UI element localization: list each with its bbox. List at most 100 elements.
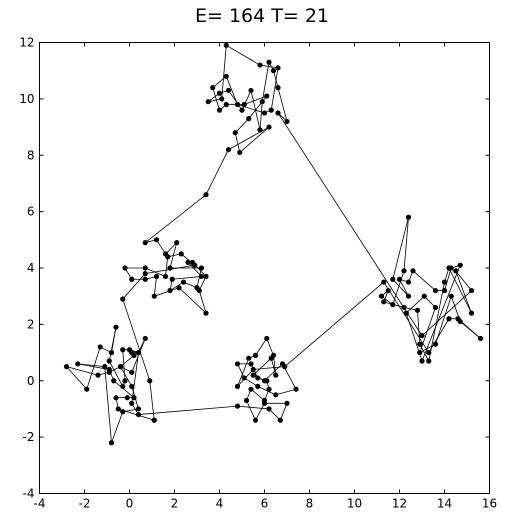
tour-edge [178, 287, 207, 314]
city-point [378, 293, 385, 299]
city-point [239, 107, 245, 113]
city-point [284, 118, 290, 125]
tour-edge [392, 279, 409, 297]
tour-edge [259, 101, 263, 130]
y-tick-label: 12 [19, 36, 34, 50]
tour-edge [225, 76, 238, 105]
city-point [75, 361, 81, 367]
tour-edge [268, 408, 281, 421]
city-point [417, 341, 423, 347]
tour-edge [444, 267, 452, 291]
city-point [264, 93, 270, 99]
tour-edge [259, 64, 279, 69]
y-tick-label: 10 [19, 92, 34, 106]
y-tick-label: 8 [27, 148, 35, 162]
city-point [261, 378, 268, 384]
city-point [457, 318, 463, 325]
city-point [176, 285, 182, 291]
city-point [250, 372, 256, 378]
city-point [255, 375, 261, 381]
city-point [405, 214, 412, 220]
city-point [135, 411, 142, 418]
tour-edge [113, 380, 135, 398]
city-point [432, 304, 439, 311]
tour-edge [237, 358, 250, 387]
city-point [432, 287, 439, 294]
city-point [203, 310, 209, 316]
city-point [468, 287, 475, 294]
city-point [293, 386, 299, 392]
tour-edge [244, 377, 258, 387]
city-point [273, 392, 279, 398]
city-point [275, 65, 281, 71]
tour-edge [187, 262, 202, 277]
tour-edges [66, 44, 481, 443]
city-point [237, 149, 243, 156]
tour-edge [255, 403, 265, 421]
city-point [234, 101, 241, 108]
city-point [108, 440, 115, 446]
tour-edge [237, 104, 265, 114]
city-point [468, 310, 475, 316]
x-tick-label: -4 [34, 497, 46, 511]
city-point [153, 273, 160, 280]
tour-edge [86, 346, 101, 390]
tour-edge [250, 388, 265, 401]
city-point [257, 127, 263, 133]
city-point [396, 276, 403, 282]
city-point [252, 417, 259, 423]
tour-edge [273, 355, 277, 376]
city-point [457, 262, 463, 268]
x-tick-label: 16 [482, 497, 497, 511]
city-point [250, 366, 256, 373]
tour-edge [66, 366, 99, 376]
plot-frame [39, 42, 490, 494]
city-point [270, 352, 277, 358]
city-point [410, 268, 416, 274]
tour-edge [459, 321, 481, 339]
tour-edge [257, 386, 276, 396]
city-point [259, 99, 265, 105]
city-point [268, 107, 274, 113]
x-tick-label: 2 [171, 497, 179, 511]
city-point [426, 349, 432, 356]
tour-edge [122, 273, 146, 300]
city-point [223, 42, 229, 48]
city-point [205, 99, 211, 105]
tour-edge [428, 318, 450, 353]
tour-edge [275, 388, 297, 396]
city-point [106, 369, 112, 375]
city-point [448, 293, 454, 299]
tour-edge [417, 310, 421, 345]
x-tick-label: -2 [79, 497, 91, 511]
city-point [210, 85, 216, 91]
tour-edge [421, 265, 461, 362]
city-point [419, 333, 425, 339]
tour-edge [403, 217, 409, 271]
tour-edge [383, 281, 430, 353]
city-point [135, 349, 142, 356]
tour-edge [277, 87, 288, 122]
city-point [426, 358, 432, 364]
tour-edge [412, 270, 436, 291]
city-point [167, 287, 173, 294]
y-tick-label: -4 [23, 487, 35, 501]
y-tick-label: -2 [23, 430, 35, 444]
city-point [122, 378, 128, 384]
tour-edge [122, 349, 126, 381]
city-point [167, 265, 173, 271]
y-tick-label: 2 [27, 317, 35, 331]
tour-edge [221, 45, 227, 99]
city-point [97, 344, 103, 350]
city-point [95, 372, 101, 378]
city-point [129, 276, 135, 282]
city-point [113, 395, 119, 401]
city-point [261, 397, 268, 404]
city-point [142, 240, 148, 246]
tour-edge [455, 270, 472, 291]
y-tick-label: 0 [27, 374, 35, 388]
city-point [257, 62, 263, 68]
city-point [246, 116, 252, 122]
tour-edge [169, 281, 184, 291]
